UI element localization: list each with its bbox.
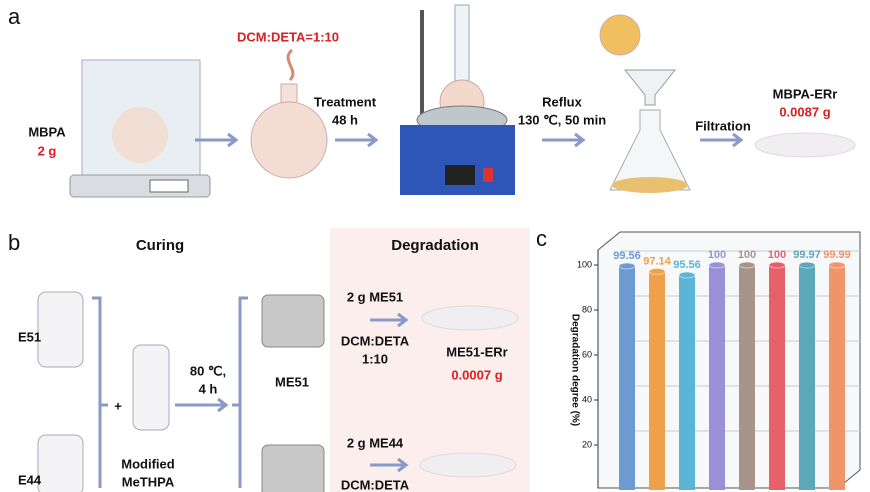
arrow bbox=[370, 457, 409, 473]
label: 4 h bbox=[199, 381, 218, 396]
plot-box bbox=[597, 231, 861, 489]
arrow bbox=[700, 132, 744, 148]
label: DCM:DETA bbox=[341, 477, 410, 492]
value-label: 100 bbox=[708, 249, 726, 261]
value-label: 97.14 bbox=[643, 255, 671, 267]
bracket bbox=[232, 296, 248, 488]
bar-cap bbox=[738, 261, 756, 269]
bottles bbox=[37, 291, 170, 492]
bar-cap bbox=[618, 262, 636, 270]
bar bbox=[769, 265, 785, 490]
bar bbox=[829, 265, 845, 490]
label: 0.0007 g bbox=[451, 367, 502, 382]
bar bbox=[619, 265, 635, 490]
y-axis-label: Degradation degree (%) bbox=[569, 314, 580, 426]
label: 2 g bbox=[38, 143, 57, 158]
label: Reflux bbox=[542, 94, 583, 109]
label: E51 bbox=[18, 329, 41, 344]
arrow bbox=[335, 132, 379, 148]
heading: Curing bbox=[136, 237, 184, 254]
y-tick-label: 20 bbox=[582, 439, 592, 449]
reflux-setup bbox=[400, 4, 515, 195]
bar-chart: 20 40 60 80 100 Degradation degree (%) 99.56 97… bbox=[569, 231, 861, 490]
panel-label: b bbox=[8, 230, 20, 255]
label: 130 ℃, 50 min bbox=[518, 112, 606, 127]
label: MBPA bbox=[28, 124, 66, 139]
label: MBPA-ERr bbox=[773, 86, 838, 101]
label: Treatment bbox=[314, 94, 377, 109]
label: 80 ℃, bbox=[190, 363, 226, 378]
y-tick-label: 40 bbox=[582, 394, 592, 404]
label: 0.0087 g bbox=[779, 104, 830, 119]
label: Filtration bbox=[695, 118, 751, 133]
bar-cap bbox=[828, 261, 846, 269]
label: 2 g ME44 bbox=[347, 435, 404, 450]
panel-label: a bbox=[8, 4, 21, 29]
label: DCM:DETA=1:10 bbox=[237, 29, 339, 44]
balance bbox=[69, 59, 211, 198]
petri-dish bbox=[754, 132, 856, 158]
bracket bbox=[92, 296, 108, 488]
value-label: 100 bbox=[738, 249, 756, 261]
petri-dish bbox=[419, 452, 517, 478]
value-label: 99.99 bbox=[823, 249, 851, 261]
bar bbox=[799, 265, 815, 490]
arrow bbox=[175, 397, 229, 413]
y-tick-label: 60 bbox=[582, 349, 592, 359]
flask bbox=[250, 83, 328, 179]
label: + bbox=[114, 398, 122, 413]
petri-dish bbox=[421, 305, 519, 331]
label: 2 g ME51 bbox=[347, 289, 403, 304]
bar bbox=[709, 265, 725, 490]
sample-plate bbox=[261, 294, 325, 348]
bar-cap bbox=[768, 261, 786, 269]
value-label: 99.97 bbox=[793, 249, 821, 261]
label: ME51 bbox=[275, 374, 309, 389]
label: 1:10 bbox=[362, 351, 388, 366]
label: E44 bbox=[18, 472, 42, 487]
label: Modified bbox=[121, 456, 174, 471]
bar-cap bbox=[678, 271, 696, 279]
label: 48 h bbox=[332, 112, 358, 127]
panel-label: c bbox=[536, 226, 547, 251]
bar bbox=[679, 274, 695, 490]
arrow bbox=[195, 132, 239, 148]
bar-cap bbox=[648, 267, 666, 275]
value-label: 100 bbox=[768, 249, 786, 261]
arrow bbox=[370, 312, 409, 328]
value-label: 99.56 bbox=[613, 250, 641, 262]
value-label: 95.56 bbox=[673, 259, 701, 271]
y-tick-label: 80 bbox=[582, 304, 592, 314]
bar bbox=[739, 265, 755, 490]
y-tick-label: 100 bbox=[577, 259, 592, 269]
label: DCM:DETA bbox=[341, 333, 410, 348]
degradation-background bbox=[330, 228, 530, 492]
bar bbox=[649, 271, 665, 490]
bar-cap bbox=[798, 261, 816, 269]
arrow bbox=[542, 132, 586, 148]
filtration-setup bbox=[599, 14, 691, 193]
bar-cap bbox=[708, 261, 726, 269]
label: ME51-ERr bbox=[446, 344, 507, 359]
heading: Degradation bbox=[391, 237, 479, 254]
drop-arrow bbox=[286, 48, 295, 82]
label: MeTHPA bbox=[122, 474, 175, 489]
sample-plate bbox=[261, 444, 325, 492]
